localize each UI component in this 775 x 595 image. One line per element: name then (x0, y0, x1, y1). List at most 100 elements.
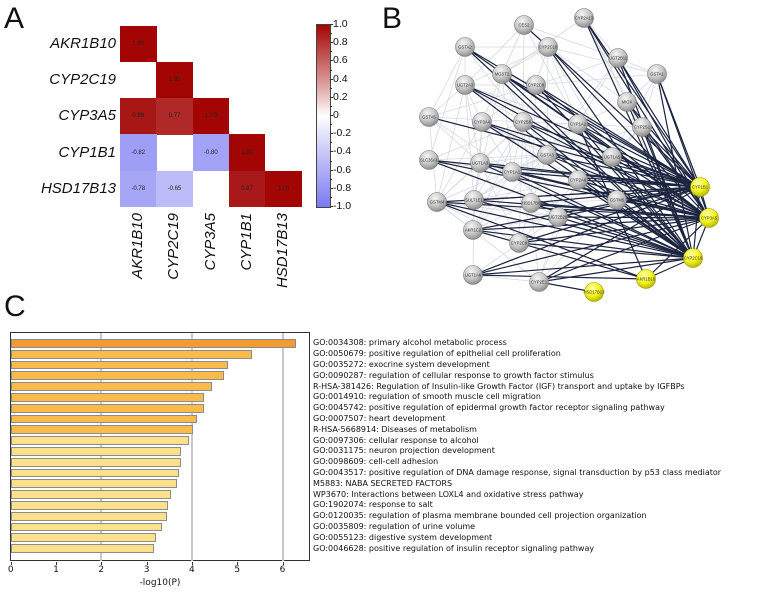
strong-edge (611, 156, 694, 259)
strong-edge (535, 84, 710, 219)
node-circle (537, 145, 557, 165)
weak-edge (522, 24, 525, 123)
node-label: CYP3A4 (474, 120, 491, 125)
x-tick (56, 562, 57, 565)
term-label: GO:0014910: regulation of smooth muscle … (313, 392, 541, 402)
network-node: CYP2C19 (683, 248, 703, 268)
weak-edge (518, 179, 579, 244)
weak-edge (428, 116, 513, 173)
strong-edge (511, 171, 701, 188)
strong-edge (473, 199, 694, 259)
network-node: AKR1B10 (636, 269, 656, 289)
strong-edge (535, 84, 694, 259)
strong-edge (436, 201, 647, 280)
bar (11, 501, 168, 510)
strong-edge (617, 57, 701, 188)
colorbar-minor-tick (330, 87, 332, 89)
weak-edge (464, 24, 525, 86)
strong-edge (522, 121, 710, 219)
term-label: WP3670: Interactions between LOXL4 and o… (313, 489, 584, 499)
weak-edge (464, 46, 524, 123)
network-node: MGST2 (492, 64, 512, 84)
strong-edge (692, 186, 701, 259)
term-label: GO:0035272: exocrine system development (313, 360, 490, 369)
gridline (190, 333, 193, 561)
node-label: UGT1A5 (604, 155, 621, 160)
network-node: CYP2C8 (526, 75, 546, 95)
weak-edge (472, 154, 548, 231)
node-label: GSTM5 (610, 198, 625, 203)
network-node: UGT1A3 (470, 153, 490, 173)
weak-edge (464, 84, 475, 201)
bar (11, 468, 179, 478)
node-label: CYP1A1 (504, 170, 521, 175)
strong-edge (472, 229, 694, 259)
node-circle (584, 282, 604, 302)
strong-edge (645, 217, 710, 280)
node-circle (492, 64, 512, 84)
strong-edge (522, 121, 694, 259)
x-tick (101, 562, 103, 565)
strong-edge (641, 126, 710, 219)
strong-edge (472, 257, 694, 276)
strong-edge (472, 186, 701, 276)
network-node: CYP1A1 (502, 162, 522, 182)
node-circle (568, 114, 588, 134)
weak-edge (473, 199, 559, 218)
x-tick (282, 562, 284, 565)
network-node: CYP2C18 (538, 37, 558, 57)
weak-edge (546, 57, 619, 156)
network-node: CYP2E1 (529, 272, 549, 292)
colorbar-tick-label: 0 (333, 109, 339, 121)
weak-edge (428, 159, 513, 173)
x-tick (10, 562, 12, 565)
network-node: CYP3A5 (699, 208, 719, 228)
node-label: SULT1E1 (465, 198, 484, 203)
node-label: GSTA5 (422, 115, 436, 120)
term-label: GO:0007507: heart development (313, 414, 446, 423)
term-label: GO:0046628: positive regulation of insul… (313, 543, 595, 553)
bar (11, 414, 198, 424)
heatmap-cell: 1.00 (120, 25, 157, 63)
colorbar-tick (330, 78, 333, 80)
node-circle (502, 162, 522, 182)
row-label: HSD17B13 (40, 180, 116, 197)
node-circle (464, 190, 484, 210)
colorbar-tick (330, 42, 333, 44)
strong-edge (518, 242, 694, 259)
colorbar-tick-label: -0.6 (333, 163, 352, 176)
bar (11, 447, 182, 456)
node-circle (690, 177, 710, 197)
term-label: R-HSA-381426: Regulation of Insulin-like… (313, 381, 685, 391)
node-circle (470, 153, 490, 173)
term-label: R-HSA-5668914: Diseases of metabolism (313, 424, 477, 434)
network-node: CES2 (514, 15, 534, 35)
node-circle (617, 92, 637, 112)
network-node: CYP2C9 (509, 233, 529, 253)
x-tick-label: 2 (98, 565, 105, 575)
weak-edge (535, 73, 658, 86)
node-circle (419, 150, 439, 170)
colorbar-minor-tick (330, 124, 332, 126)
plot-frame (10, 332, 310, 561)
weak-edge (436, 201, 540, 283)
node-label: MIOX (622, 100, 633, 105)
node-circle (419, 107, 439, 127)
node-label: UGT1A3 (472, 161, 489, 166)
strong-edge (501, 73, 694, 259)
colorbar-tick-label: -0.4 (333, 145, 352, 158)
network-node: GSTA2 (455, 37, 475, 57)
network-node: SLC35A1 (419, 150, 439, 170)
colorbar-tick-label: -0.2 (333, 127, 352, 140)
colorbar-tick-label: 0.8 (333, 36, 348, 49)
network-node: CYP2A6 (568, 170, 588, 190)
node-circle (529, 272, 549, 292)
x-axis-label: -log10(P) (139, 578, 181, 588)
strong-edge (436, 201, 694, 259)
node-circle (526, 75, 546, 95)
node-label: CYP2S1 (634, 125, 651, 130)
network-node: UGT2B28 (548, 207, 568, 227)
heatmap-cell: 0.87 (228, 170, 266, 207)
weak-edge (547, 46, 628, 103)
col-label: CYP3A5 (202, 213, 219, 271)
